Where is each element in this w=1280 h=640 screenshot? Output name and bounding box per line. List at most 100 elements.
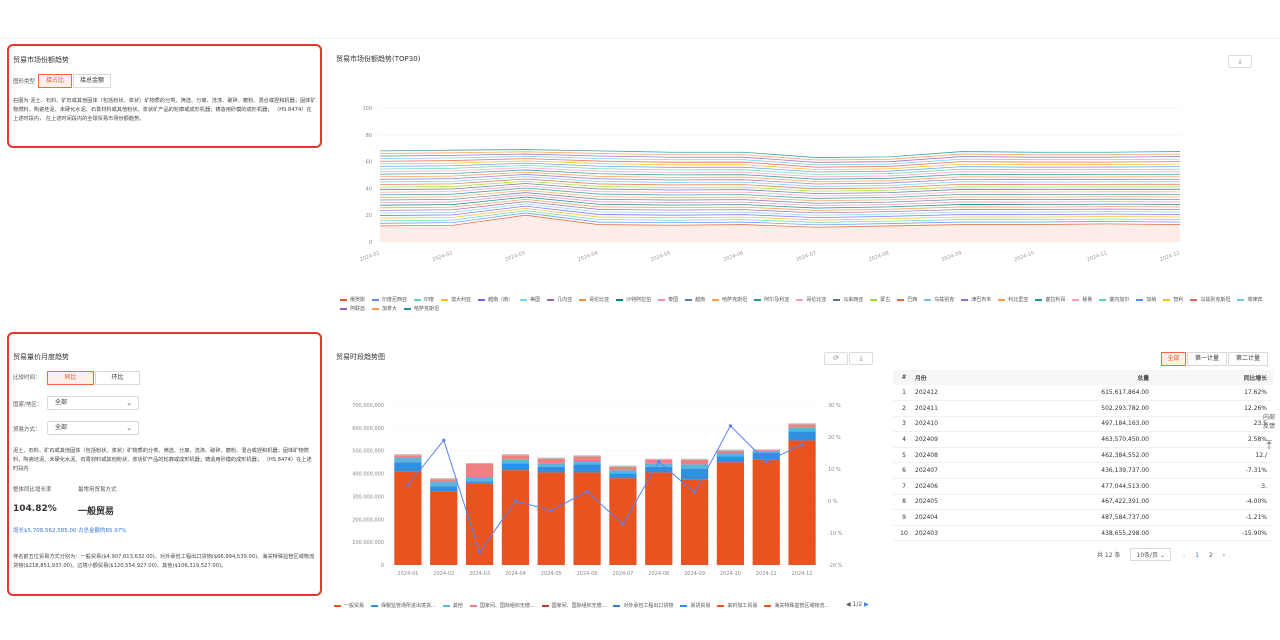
legend-item[interactable]: 越南 <box>685 296 705 305</box>
y-tick-label: 80 <box>366 133 372 139</box>
series-line-16 <box>379 180 1181 192</box>
legend-item[interactable]: 哥伦比亚 <box>796 296 826 305</box>
bar-2024-02-s5 <box>430 478 458 480</box>
legend-item[interactable]: 菲律宾 <box>1237 296 1262 305</box>
bar-2024-10-s4 <box>716 450 745 453</box>
growth-amount: 增长$5,708,562,585.00 <box>13 528 77 534</box>
legend-item[interactable]: 沙特阿拉伯 <box>616 296 651 305</box>
feedback-widget[interactable]: 内部 反馈 ⤒ <box>1258 412 1280 453</box>
table-row: 3 202410 497,184,163.00 23.5 <box>893 416 1273 433</box>
widget-label-1: 内部 <box>1262 414 1275 421</box>
y-tick-label: 100,000,000 <box>352 540 384 546</box>
legend-item[interactable]: 海关特殊监管区域物流... <box>764 602 829 609</box>
legend-item[interactable]: 乌兹别克斯坦 <box>1190 296 1230 305</box>
legend-item[interactable]: 国家间、国际组织无偿... <box>541 602 606 609</box>
growth-point <box>442 438 446 442</box>
series-line-26 <box>379 158 1181 168</box>
row-total: 487,584,737.00 <box>1005 509 1155 526</box>
row-total: 462,384,552.00 <box>1005 447 1155 464</box>
legend-item[interactable]: 巴西 <box>897 296 917 305</box>
legend-item[interactable]: 泰国 <box>658 296 678 305</box>
x-tick-label: 2024-09 <box>684 571 705 577</box>
filter-second-unit-button[interactable]: 第二计量 <box>1228 352 1268 366</box>
bar-2024-05-s2 <box>537 466 565 473</box>
yoy-button[interactable]: 同比 <box>47 371 94 385</box>
widget-label-2: 反馈 <box>1262 423 1275 430</box>
legend-item[interactable]: 哈萨克斯坦 <box>404 305 439 314</box>
bar-2024-03-s2 <box>465 481 494 484</box>
filter-all-button[interactable]: 全部 <box>1161 352 1186 366</box>
legend-label: 美国 <box>530 297 541 303</box>
legend-item[interactable]: 乌兹别克 <box>924 296 954 305</box>
legend-item[interactable]: 几内亚 <box>547 296 572 305</box>
x-tick-label: 2024-08 <box>868 250 890 263</box>
legend-item[interactable]: 来料加工贸易 <box>717 602 757 609</box>
legend-item[interactable]: 加拿大 <box>372 305 397 314</box>
legend-item[interactable]: 一般贸易 <box>334 602 364 609</box>
legend-item[interactable]: 俄罗斯 <box>340 296 365 305</box>
download-icon[interactable]: ⤓ <box>1228 55 1252 68</box>
prev-page-button[interactable]: ‹ <box>1182 552 1186 559</box>
legend-item[interactable]: 秘鲁 <box>1072 296 1092 305</box>
bar-2024-06-s3 <box>573 461 601 465</box>
legend-item[interactable]: 易货贸易 <box>680 602 710 609</box>
bar-2024-09-s5 <box>680 458 709 460</box>
row-total: 615,617,864.00 <box>1005 385 1155 402</box>
bar-2024-12-s4 <box>788 424 816 428</box>
legend-item[interactable]: 利比里亚 <box>998 296 1028 305</box>
legend-item[interactable]: 津巴布韦 <box>961 296 991 305</box>
legend-item[interactable]: 哈萨克斯坦 <box>712 296 747 305</box>
refresh-icon[interactable]: ⟳ <box>824 352 848 365</box>
next-page-button[interactable]: › <box>1222 552 1226 559</box>
series-line-14 <box>379 185 1181 197</box>
series-line-27 <box>379 155 1181 166</box>
bar-2024-04-s2 <box>501 463 530 471</box>
country-label: 国家/地区： <box>13 402 43 408</box>
page-1-button[interactable]: 1 <box>1195 552 1200 559</box>
monthly-trend-panel <box>7 332 322 596</box>
legend-item[interactable]: 对外承包工程出口货物 <box>613 602 673 609</box>
legend-item[interactable]: 印度 <box>414 296 434 305</box>
legend-item[interactable]: 保税监管场所进出境货... <box>371 602 436 609</box>
legend-label: 塞拉利昂 <box>1045 297 1066 303</box>
legend-item[interactable]: 阿联酋 <box>340 305 365 314</box>
legend-item[interactable]: 智利 <box>1163 296 1183 305</box>
legend-item[interactable]: 加纳 <box>1136 296 1156 305</box>
legend-item[interactable]: 哥伦比亚 <box>579 296 609 305</box>
country-select[interactable]: 全部 ⌄ <box>47 396 139 410</box>
page-size-select[interactable]: 10条/页 ⌄ <box>1130 548 1171 561</box>
monthly-table: # 月份 总量 同比增长 1 202412 615,617,864.00 17.62%… <box>893 370 1273 542</box>
growth-point <box>549 509 553 513</box>
row-total: 497,184,163.00 <box>1005 416 1155 433</box>
legend-item[interactable]: 塞拉利昂 <box>1035 296 1065 305</box>
total-amount-button[interactable]: 接总金额 <box>73 74 111 88</box>
series-line-10 <box>379 194 1181 207</box>
legend-item[interactable]: 蒙古 <box>870 296 890 305</box>
legend-item[interactable]: 越南（南） <box>478 296 513 305</box>
filter-first-unit-button[interactable]: 第一计量 <box>1187 352 1227 366</box>
x-tick-label: 2024-02 <box>433 571 454 577</box>
share-ratio-button[interactable]: 接占比 <box>38 74 72 88</box>
trade-mode-select[interactable]: 全部 ⌄ <box>47 421 139 435</box>
mom-button[interactable]: 环比 <box>95 371 140 385</box>
download-icon[interactable]: ⤓ <box>849 352 873 365</box>
page-2-button[interactable]: 2 <box>1208 552 1213 559</box>
legend-item[interactable]: 马来西亚 <box>833 296 863 305</box>
bar-2024-07-s2 <box>609 473 637 479</box>
series-line-6 <box>379 203 1181 216</box>
growth-point <box>477 550 482 554</box>
legend-pager[interactable]: ◀ 1/2 ▶ <box>846 601 869 608</box>
legend-item[interactable]: 阿尔及利亚 <box>754 296 789 305</box>
legend-item[interactable]: 国家间、国际组织无偿... <box>469 602 535 609</box>
bar-2024-11-s2 <box>752 453 780 460</box>
row-month: 202409 <box>915 431 1005 448</box>
legend-item[interactable]: 美国 <box>520 296 540 305</box>
legend-item[interactable]: 印度尼西亚 <box>372 296 407 305</box>
legend-item[interactable]: 其他 <box>442 602 463 609</box>
legend-item[interactable]: 澳大利亚 <box>441 296 471 305</box>
back-to-top-icon[interactable]: ⤒ <box>1266 438 1272 452</box>
x-tick-label: 2024-10 <box>720 571 741 577</box>
legend-item[interactable]: 塞内加尔 <box>1099 296 1129 305</box>
top30-chart-title: 贸易市场份额趋势(TOP30) <box>336 55 421 63</box>
x-tick-label: 2024-07 <box>612 571 633 577</box>
